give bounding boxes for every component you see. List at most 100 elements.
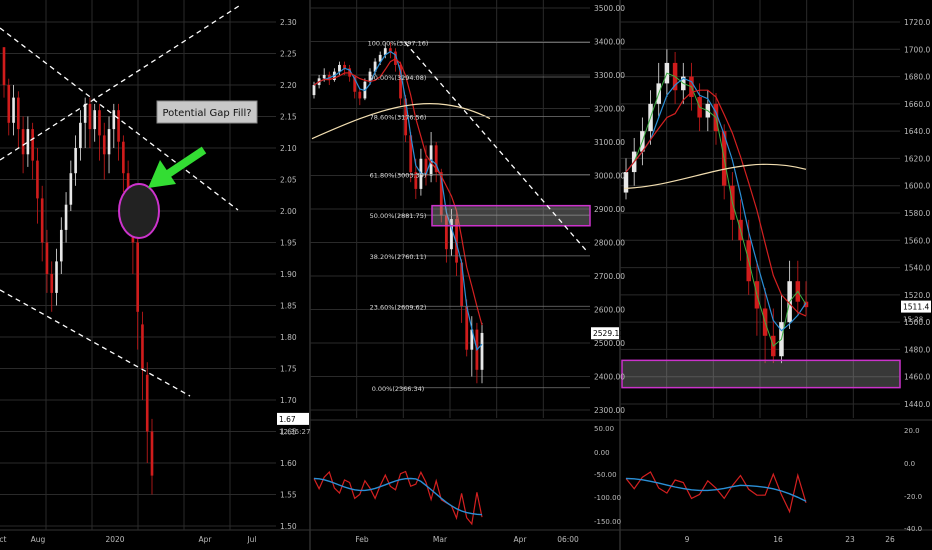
candle-body: [481, 333, 484, 370]
y-tick-label: 1520.0: [904, 291, 930, 300]
y-tick-label: 1560.0: [904, 236, 930, 245]
fib-level-label: 0.00%(2366.34): [372, 385, 425, 393]
y-tick-label: 1.95: [280, 239, 297, 248]
x-tick-label: 26: [885, 535, 895, 544]
candle-body: [79, 123, 82, 148]
candle-body: [22, 129, 25, 154]
x-tick-label: 23: [845, 535, 855, 544]
y-tick-label: 2700.00: [594, 272, 625, 281]
x-tick-label: 9: [685, 535, 690, 544]
y-tick-label: 2600.00: [594, 306, 625, 315]
candle-body: [3, 47, 6, 85]
y-tick-label: 1.75: [280, 365, 297, 374]
y-tick-label: 1460.0: [904, 373, 930, 382]
y-tick-label: 1480.0: [904, 345, 930, 354]
fib-level-label: 90.00%(3294.08): [370, 74, 427, 82]
x-tick-label: Apr: [199, 535, 213, 544]
osc-tick-label: 0.0: [904, 460, 915, 468]
candle-body: [146, 375, 149, 432]
osc-tick-label: -40.0: [904, 525, 922, 533]
y-tick-label: 3000.00: [594, 172, 625, 181]
y-tick-label: 2.30: [280, 18, 297, 27]
gap-box: [432, 206, 590, 226]
candle-body: [41, 198, 44, 242]
osc-tick-label: -20.0: [904, 493, 922, 501]
y-tick-label: 2300.00: [594, 406, 625, 415]
osc-tick-label: -150.00: [594, 518, 621, 526]
osc-tick-label: -100.00: [594, 494, 621, 502]
gap-fill-ellipse: [119, 184, 159, 238]
y-tick-label: 1.80: [280, 333, 297, 342]
osc-tick-label: -50.00: [594, 471, 617, 479]
candle-body: [27, 129, 30, 154]
candle-body: [323, 75, 326, 78]
y-tick-label: 2.10: [280, 144, 297, 153]
x-tick-label: 06:00: [557, 535, 579, 544]
candle-body: [136, 243, 139, 312]
candle-body: [12, 98, 15, 123]
fib-level-label: 61.80%(3003.39): [370, 171, 427, 179]
price-label: 2529.11: [593, 329, 624, 338]
y-tick-label: 2800.00: [594, 239, 625, 248]
candle-body: [65, 205, 68, 230]
y-tick-label: 3500.00: [594, 4, 625, 13]
y-tick-label: 1680.0: [904, 73, 930, 82]
osc-tick-label: 20.0: [904, 427, 920, 435]
y-tick-label: 2900.00: [594, 205, 625, 214]
x-tick-label: Feb: [355, 535, 369, 544]
y-tick-label: 2.20: [280, 81, 297, 90]
y-tick-label: 3100.00: [594, 138, 625, 147]
candle-body: [74, 148, 77, 173]
candle-body: [108, 129, 111, 154]
y-tick-label: 3400.00: [594, 38, 625, 47]
gap-box: [622, 360, 900, 387]
y-tick-label: 1.70: [280, 396, 297, 405]
y-tick-label: 1580.0: [904, 209, 930, 218]
candle-body: [36, 161, 39, 199]
y-tick-label: 1620.0: [904, 154, 930, 163]
y-tick-label: 1.90: [280, 270, 297, 279]
candle-body: [338, 65, 341, 72]
y-tick-label: 3300.00: [594, 71, 625, 80]
x-tick-label: Oct: [0, 535, 7, 544]
price-label: 1.67: [279, 415, 296, 424]
y-tick-label: 2.25: [280, 50, 297, 59]
y-tick-label: 1.60: [280, 459, 297, 468]
y-tick-label: 2400.00: [594, 373, 625, 382]
y-tick-label: 1.50: [280, 522, 297, 531]
candle-body: [84, 104, 87, 123]
x-tick-label: Mar: [433, 535, 448, 544]
y-tick-label: 1.55: [280, 491, 297, 500]
candle-body: [50, 274, 53, 293]
y-tick-label: 1700.0: [904, 45, 930, 54]
y-tick-label: 2.15: [280, 113, 297, 122]
candle-body: [141, 324, 144, 368]
y-tick-label: 2.00: [280, 207, 297, 216]
fib-level-label: 50.00%(2881.75): [370, 212, 427, 220]
candle-body: [117, 110, 120, 142]
fib-level-label: 100.00%(3397.16): [368, 39, 429, 47]
candle-body: [89, 104, 92, 129]
candle-body: [151, 432, 154, 476]
candle-body: [17, 98, 20, 130]
candle-body: [55, 261, 58, 293]
candle-body: [46, 243, 49, 275]
fib-level-label: 23.60%(2609.62): [370, 303, 427, 311]
x-tick-label: 16: [773, 535, 783, 544]
y-tick-label: 2500.00: [594, 339, 625, 348]
candle-body: [313, 85, 316, 95]
time-label: 12:35:27: [279, 428, 310, 436]
annotation-text: Potential Gap Fill?: [162, 108, 251, 119]
candle-body: [98, 110, 101, 135]
y-tick-label: 1660.0: [904, 100, 930, 109]
osc-tick-label: 0.00: [594, 449, 610, 457]
y-tick-label: 1600.0: [904, 182, 930, 191]
y-tick-label: 1.85: [280, 302, 297, 311]
candle-body: [93, 110, 96, 129]
price-label: 1511.4: [903, 303, 929, 312]
x-tick-label: Jul: [246, 535, 256, 544]
y-tick-label: 1640.0: [904, 127, 930, 136]
x-tick-label: 2020: [105, 535, 124, 544]
fib-level-label: 78.60%(3176.56): [370, 113, 427, 121]
